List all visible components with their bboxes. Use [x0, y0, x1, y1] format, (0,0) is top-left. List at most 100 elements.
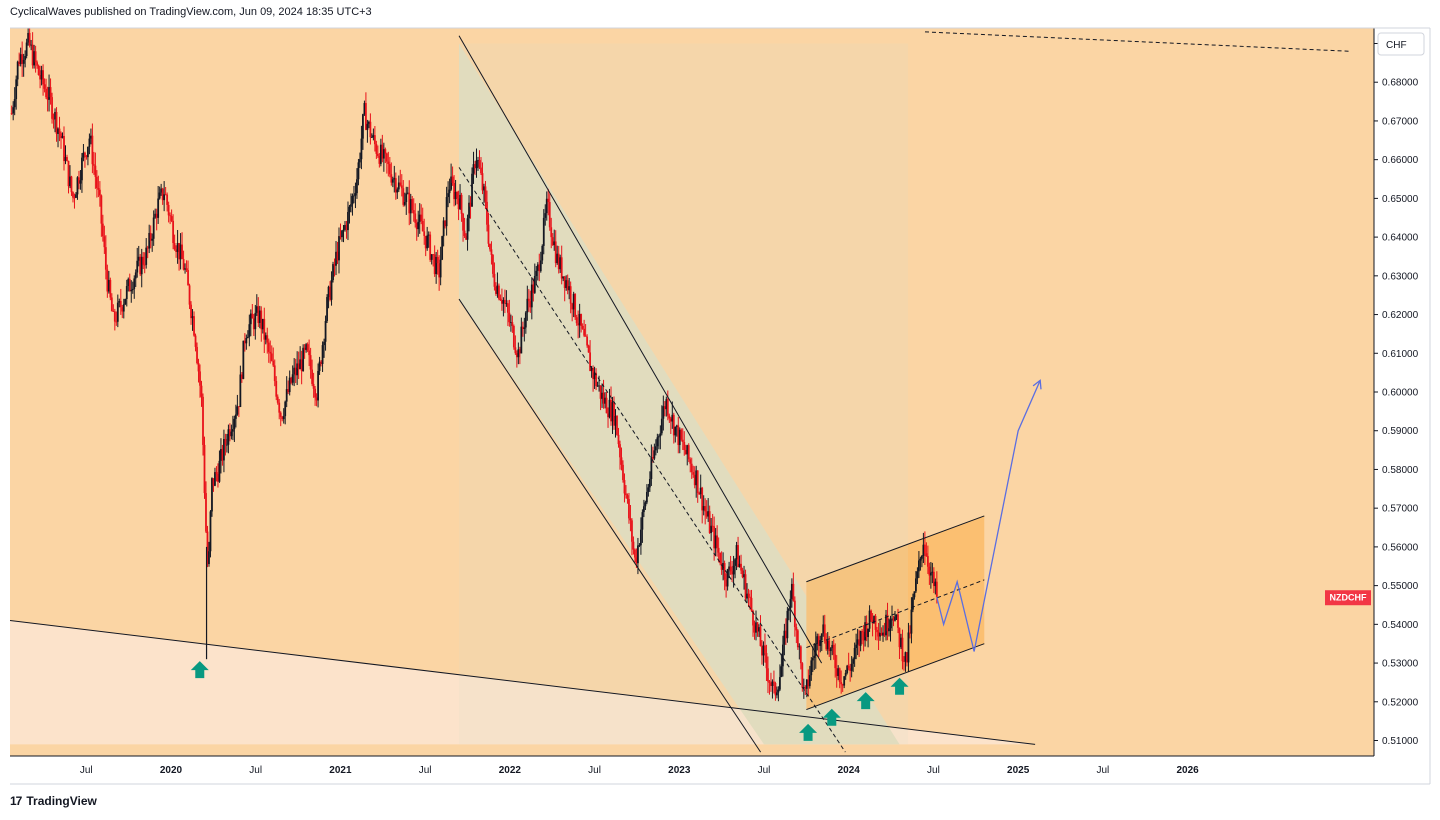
candle-body — [910, 609, 913, 634]
currency-label: CHF — [1386, 40, 1407, 51]
candle-body — [858, 639, 861, 646]
candle-body — [575, 317, 578, 324]
candle-body — [439, 259, 442, 278]
candle-body — [886, 614, 889, 632]
channel-mid-line[interactable] — [458, 167, 846, 753]
candle-body — [680, 429, 683, 440]
candle-body — [403, 202, 406, 205]
candle-body — [505, 303, 508, 305]
candle-body — [743, 574, 745, 578]
up-arrow-icon[interactable] — [822, 708, 841, 726]
candle-body — [805, 679, 808, 689]
candle-body — [581, 325, 584, 329]
rising-mid-line[interactable] — [806, 579, 985, 649]
candle-body — [545, 198, 548, 214]
candle-body — [492, 254, 494, 274]
candle-body — [42, 70, 44, 85]
candle-body — [648, 479, 651, 488]
candle-body — [409, 199, 412, 214]
candle-body — [620, 457, 623, 465]
candle-body — [684, 450, 687, 455]
candle-body — [804, 687, 807, 689]
candle-body — [369, 121, 372, 138]
candle-body — [124, 298, 127, 305]
publish-info: CyclicalWaves published on TradingView.c… — [10, 6, 372, 18]
candle-body — [438, 263, 441, 278]
candle-body — [420, 214, 423, 222]
candle-body — [777, 689, 780, 693]
candle-body — [363, 103, 366, 115]
candle-body — [273, 365, 276, 382]
candle-body — [922, 544, 925, 556]
candle-body — [391, 179, 394, 183]
candle-body — [21, 54, 24, 64]
top-resistance-line[interactable] — [924, 31, 1349, 52]
projection-arrowhead — [1032, 379, 1042, 390]
candle-body — [674, 426, 677, 436]
candle-body — [651, 457, 654, 459]
price-chart[interactable]: 0.690000.680000.670000.660000.650000.640… — [0, 0, 1440, 790]
rising-upper-line[interactable] — [806, 515, 985, 583]
candle-body — [148, 232, 151, 249]
candle-body — [243, 340, 246, 344]
candle-body — [12, 107, 15, 114]
candle-body — [375, 144, 378, 154]
up-arrow-icon[interactable] — [190, 661, 209, 679]
up-arrow-icon[interactable] — [856, 692, 875, 710]
candle-body — [738, 563, 741, 567]
projection-path[interactable] — [936, 380, 1041, 652]
candle-body — [475, 160, 478, 169]
candle-body — [749, 596, 751, 598]
candle-body — [892, 618, 895, 621]
candle-body — [175, 249, 177, 252]
candle-body — [801, 663, 804, 688]
candle-body — [385, 153, 388, 162]
candle-body — [916, 571, 919, 579]
candle-body — [211, 478, 213, 512]
y-tick-label: 0.62000 — [1382, 310, 1419, 321]
candle-body — [73, 197, 76, 199]
candle-body — [347, 211, 349, 231]
rising-lower-line[interactable] — [806, 643, 985, 711]
candle-body — [372, 135, 375, 138]
candle-body — [720, 563, 723, 570]
candle-body — [190, 304, 192, 319]
candle-body — [707, 511, 710, 517]
candle-body — [563, 276, 566, 288]
tradingview-logo[interactable]: 17 TradingView — [10, 794, 97, 808]
candle-body — [891, 618, 893, 620]
candle-body — [237, 406, 240, 408]
channel-upper-line[interactable] — [458, 35, 823, 664]
descending-channel — [459, 43, 900, 745]
y-tick-label: 0.51000 — [1382, 736, 1419, 747]
candle-body — [139, 256, 142, 275]
candle-body — [580, 313, 583, 326]
candle-body — [693, 474, 696, 486]
candle-body — [106, 269, 109, 292]
candle-body — [218, 460, 221, 482]
candle-body — [251, 313, 254, 319]
candle-body — [31, 44, 34, 66]
candle-body — [717, 547, 720, 553]
candle-body — [214, 472, 216, 486]
candle-body — [865, 622, 868, 638]
long-support-line[interactable] — [10, 619, 1036, 745]
x-tick-label: Jul — [927, 765, 940, 776]
currency-badge[interactable]: CHF — [1377, 32, 1425, 56]
candle-body — [843, 676, 846, 686]
candle-body — [462, 213, 464, 231]
up-arrow-icon[interactable] — [799, 723, 818, 741]
candle-body — [583, 328, 586, 336]
candle-body — [423, 231, 426, 236]
candle-body — [320, 361, 322, 364]
x-tick-label: Jul — [1096, 765, 1109, 776]
y-tick-label: 0.53000 — [1382, 659, 1419, 670]
candle-body — [668, 415, 671, 419]
candle-body — [291, 374, 294, 383]
y-tick-label: 0.66000 — [1382, 155, 1419, 166]
candle-body — [411, 199, 414, 211]
candle-body — [759, 627, 762, 647]
channel-lower-line[interactable] — [458, 298, 762, 753]
candle-body — [631, 520, 633, 542]
up-arrow-icon[interactable] — [890, 677, 909, 695]
